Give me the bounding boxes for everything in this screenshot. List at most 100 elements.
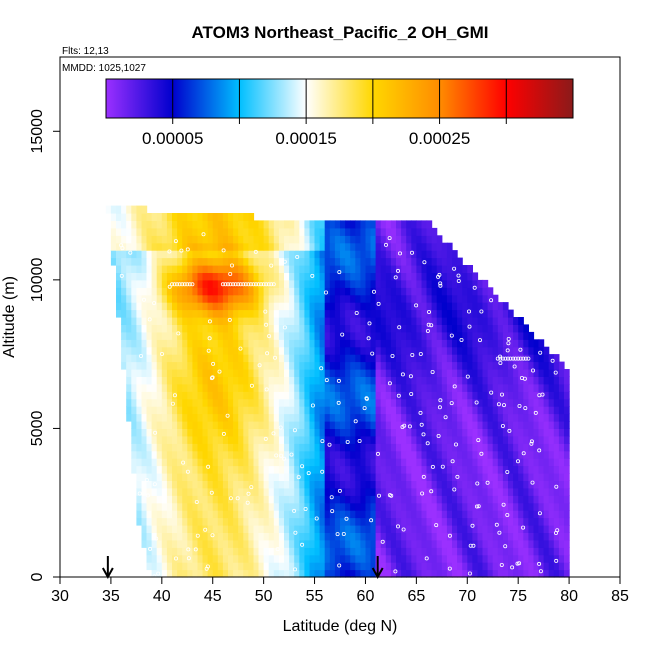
heatmap-cell: [385, 473, 392, 481]
heatmap-cell: [482, 435, 489, 444]
heatmap-cell: [228, 406, 234, 415]
heatmap-cell: [482, 354, 489, 363]
heatmap-cell: [324, 383, 331, 392]
heatmap-cell: [289, 391, 295, 400]
heatmap-cell: [146, 361, 153, 370]
heatmap-cell: [258, 383, 265, 392]
flight-point: [152, 301, 157, 306]
heatmap-cell: [462, 279, 468, 288]
heatmap-cell: [508, 317, 514, 325]
heatmap-cell: [558, 547, 565, 556]
heatmap-cell: [217, 487, 224, 496]
heatmap-cell: [421, 554, 428, 563]
heatmap-cell: [436, 465, 443, 474]
heatmap-cell: [253, 502, 260, 511]
heatmap-cell: [166, 272, 173, 281]
heatmap-cell: [273, 450, 280, 459]
heatmap-cell: [192, 265, 199, 273]
heatmap-cell: [304, 450, 311, 459]
heatmap-cell: [441, 391, 448, 400]
heatmap-cell: [477, 279, 484, 288]
heatmap-cell: [278, 487, 285, 496]
heatmap-cell: [156, 428, 163, 437]
heatmap-cell: [253, 309, 260, 318]
heatmap-cell: [360, 309, 367, 318]
heatmap-cell: [421, 569, 428, 578]
heatmap-cell: [508, 465, 514, 474]
heatmap-cell: [319, 480, 326, 489]
heatmap-cell: [268, 376, 275, 385]
heatmap-cell: [416, 539, 423, 548]
heatmap-cell: [345, 532, 351, 541]
heatmap-cell: [421, 465, 428, 474]
heatmap-cell: [253, 458, 260, 467]
heatmap-cell: [345, 443, 351, 452]
heatmap-cell: [299, 458, 305, 467]
heatmap-cell: [441, 242, 448, 251]
heatmap-cell: [319, 361, 326, 370]
heatmap-cell: [268, 331, 275, 340]
heatmap-cell: [233, 421, 239, 429]
heatmap-cell: [141, 294, 148, 303]
heatmap-cell: [446, 465, 453, 474]
heatmap-cell: [543, 502, 550, 511]
heatmap-cell: [217, 279, 224, 288]
heatmap-cell: [294, 458, 300, 467]
heatmap-cell: [441, 539, 448, 548]
heatmap-cell: [278, 443, 285, 452]
heatmap-cell: [441, 532, 448, 541]
heatmap-cell: [182, 257, 188, 266]
heatmap-cell: [228, 510, 234, 519]
heatmap-cell: [278, 413, 285, 422]
heatmap-cell: [182, 220, 188, 229]
heatmap-cell: [207, 502, 214, 511]
heatmap-cell: [278, 302, 285, 311]
heatmap-cell: [533, 510, 540, 519]
heatmap-cell: [141, 235, 148, 244]
heatmap-cell: [248, 554, 255, 563]
flight-point: [257, 363, 262, 368]
heatmap-cell: [431, 517, 438, 526]
heatmap-cell: [233, 473, 239, 481]
heatmap-cell: [523, 547, 529, 556]
heatmap-cell: [177, 317, 183, 325]
heatmap-cell: [197, 383, 204, 392]
heatmap-cell: [207, 287, 214, 296]
heatmap-cell: [243, 421, 249, 429]
heatmap-cell: [329, 309, 336, 318]
heatmap-cell: [462, 562, 468, 571]
heatmap-cell: [228, 443, 234, 452]
heatmap-cell: [177, 487, 183, 496]
y-tick-label: 15000: [29, 109, 46, 154]
heatmap-cell: [212, 562, 219, 571]
heatmap-cell: [212, 480, 219, 489]
heatmap-cell: [452, 250, 458, 259]
heatmap-cell: [146, 235, 153, 244]
heatmap-cell: [553, 554, 560, 563]
heatmap-cell: [258, 487, 265, 496]
heatmap-cell: [462, 458, 468, 467]
heatmap-cell: [467, 391, 473, 400]
heatmap-cell: [212, 398, 219, 407]
heatmap-cell: [441, 406, 448, 415]
heatmap-cell: [228, 473, 234, 481]
heatmap-cell: [502, 391, 509, 400]
heatmap-cell: [385, 242, 392, 251]
heatmap-cell: [436, 242, 443, 251]
heatmap-cell: [396, 265, 402, 273]
heatmap-cell: [436, 302, 443, 311]
x-tick-labels: 30 35 40 45 50 55 60 65 70 75 80 85: [51, 588, 629, 605]
heatmap-cell: [207, 443, 214, 452]
heatmap-cell: [222, 406, 229, 415]
heatmap-cell: [141, 495, 148, 504]
flight-point: [119, 273, 124, 278]
heatmap-cell: [314, 465, 321, 474]
heatmap-cell: [334, 547, 341, 556]
heatmap-cell: [268, 361, 275, 370]
heatmap-cell: [212, 406, 219, 415]
heatmap-cell: [222, 443, 229, 452]
flight-point: [512, 364, 517, 369]
heatmap-cell: [340, 227, 346, 236]
flight-point: [449, 401, 454, 406]
heatmap-cell: [385, 562, 392, 571]
